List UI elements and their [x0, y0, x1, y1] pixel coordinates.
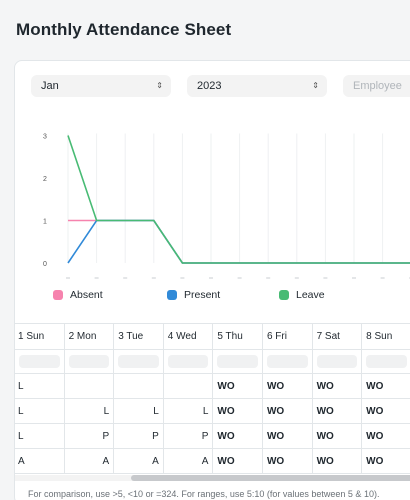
- table-cell[interactable]: L: [164, 399, 214, 423]
- y-tick-label: 1: [43, 219, 47, 226]
- column-header[interactable]: 1 Sun: [15, 324, 65, 349]
- table-cell[interactable]: A: [65, 449, 115, 473]
- column-header[interactable]: 2 Mon: [65, 324, 115, 349]
- chevron-updown-icon: ⇕: [156, 81, 163, 90]
- table-cell[interactable]: WO: [213, 374, 263, 398]
- table-cell[interactable]: L: [65, 399, 115, 423]
- column-filter-cell: [65, 350, 115, 373]
- column-filter-row: [15, 350, 410, 374]
- table-cell[interactable]: [65, 374, 115, 398]
- table-cell[interactable]: WO: [263, 424, 313, 448]
- table-cell[interactable]: L: [15, 424, 65, 448]
- legend-swatch-present: [167, 290, 177, 300]
- table-cell[interactable]: A: [15, 449, 65, 473]
- filter-help-text: For comparison, use >5, <10 or =324. For…: [28, 489, 380, 499]
- scrollbar-thumb[interactable]: [131, 475, 410, 481]
- legend-swatch-leave: [279, 290, 289, 300]
- column-header[interactable]: 7 Sat: [313, 324, 363, 349]
- table-cell[interactable]: WO: [263, 399, 313, 423]
- table-cell[interactable]: L: [15, 399, 65, 423]
- table-cell[interactable]: WO: [362, 374, 410, 398]
- series-line-absent: [68, 219, 410, 264]
- table-cell[interactable]: [114, 374, 164, 398]
- page-title: Monthly Attendance Sheet: [16, 20, 232, 39]
- legend-label-leave: Leave: [296, 289, 325, 301]
- table-row: A A A A WO WO WO WO: [15, 449, 410, 474]
- column-header[interactable]: 6 Fri: [263, 324, 313, 349]
- table-cell[interactable]: A: [164, 449, 214, 473]
- column-header[interactable]: 8 Sun: [362, 324, 410, 349]
- month-select-value: Jan: [41, 80, 59, 92]
- employee-field-placeholder: Employee: [353, 80, 402, 92]
- chevron-updown-icon: ⇕: [312, 81, 319, 90]
- y-tick-label: 3: [43, 134, 47, 141]
- table-cell[interactable]: WO: [362, 449, 410, 473]
- column-filter-cell: [213, 350, 263, 373]
- column-filter-cell: [313, 350, 363, 373]
- column-filter-cell: [114, 350, 164, 373]
- table-cell[interactable]: WO: [213, 399, 263, 423]
- table-row: L WO WO WO WO: [15, 374, 410, 399]
- column-filter-cell: [263, 350, 313, 373]
- legend-label-absent: Absent: [70, 289, 103, 301]
- y-tick-label: 0: [43, 261, 47, 268]
- table-cell[interactable]: WO: [213, 424, 263, 448]
- legend-swatch-absent: [53, 290, 63, 300]
- table-cell[interactable]: WO: [263, 374, 313, 398]
- column-filter-input[interactable]: [217, 355, 258, 368]
- table-row: L L L L WO WO WO WO: [15, 399, 410, 424]
- table-row: L P P P WO WO WO WO: [15, 424, 410, 449]
- table-cell[interactable]: P: [114, 424, 164, 448]
- table-cell[interactable]: WO: [362, 399, 410, 423]
- column-filter-input[interactable]: [19, 355, 60, 368]
- employee-field[interactable]: Employee: [343, 75, 410, 97]
- column-filter-input[interactable]: [68, 355, 110, 368]
- table-cell[interactable]: WO: [313, 374, 363, 398]
- table-cell[interactable]: WO: [313, 399, 363, 423]
- month-select[interactable]: Jan ⇕: [31, 75, 171, 97]
- table-cell[interactable]: [164, 374, 214, 398]
- column-filter-input[interactable]: [316, 355, 358, 368]
- table-cell[interactable]: P: [65, 424, 115, 448]
- column-header[interactable]: 5 Thu: [213, 324, 263, 349]
- column-header[interactable]: 3 Tue: [114, 324, 164, 349]
- table-cell[interactable]: WO: [313, 424, 363, 448]
- y-tick-label: 2: [43, 176, 47, 183]
- horizontal-scrollbar[interactable]: [15, 475, 410, 481]
- report-card: Jan ⇕ 2023 ⇕ Employee 0 1 2 3 Absent Presen…: [14, 60, 410, 500]
- legend-label-present: Present: [184, 289, 221, 301]
- table-cell[interactable]: WO: [362, 424, 410, 448]
- table-cell[interactable]: L: [114, 399, 164, 423]
- column-filter-input[interactable]: [167, 355, 209, 368]
- column-header[interactable]: 4 Wed: [164, 324, 214, 349]
- column-filter-cell: [164, 350, 214, 373]
- column-filter-input[interactable]: [118, 355, 159, 368]
- legend-item-leave[interactable]: Leave: [279, 289, 325, 301]
- table-header-row: 1 Sun 2 Mon 3 Tue 4 Wed 5 Thu 6 Fri 7 Sat 8 Sun: [15, 324, 410, 350]
- series-line-leave: [67, 135, 410, 264]
- column-filter-cell: [362, 350, 410, 373]
- legend-item-absent[interactable]: Absent: [53, 289, 103, 301]
- legend-item-present[interactable]: Present: [167, 289, 220, 301]
- column-filter-cell: [15, 350, 65, 373]
- column-filter-input[interactable]: [266, 355, 308, 368]
- table-cell[interactable]: L: [15, 374, 65, 398]
- table-cell[interactable]: WO: [313, 449, 363, 473]
- table-cell[interactable]: WO: [263, 449, 313, 473]
- attendance-grid: 1 Sun 2 Mon 3 Tue 4 Wed 5 Thu 6 Fri 7 Sat 8 Sun…: [15, 323, 410, 474]
- table-cell[interactable]: WO: [213, 449, 263, 473]
- series-line-present: [67, 219, 410, 264]
- year-select[interactable]: 2023 ⇕: [187, 75, 327, 97]
- table-cell[interactable]: P: [164, 424, 214, 448]
- year-select-value: 2023: [197, 80, 222, 92]
- column-filter-input[interactable]: [366, 355, 407, 368]
- attendance-chart: 0 1 2 3: [43, 133, 410, 279]
- table-cell[interactable]: A: [114, 449, 164, 473]
